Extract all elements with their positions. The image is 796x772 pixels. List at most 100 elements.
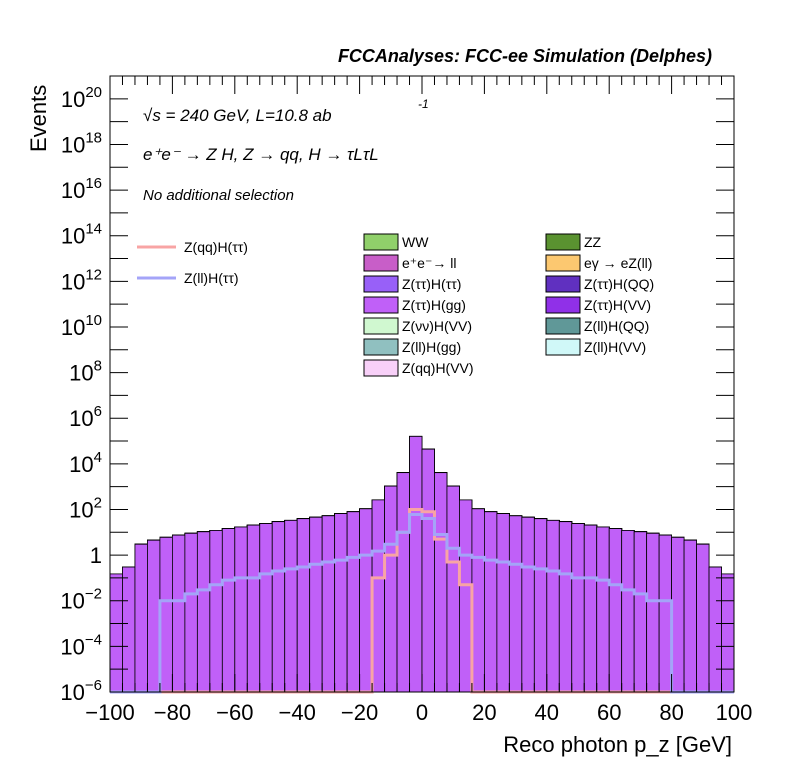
bar-z-h-gg [196, 531, 211, 693]
bar-z-h-gg [546, 519, 560, 693]
bar-z-h-gg [571, 523, 585, 693]
bar-z-h-gg [209, 530, 223, 693]
bar-z-h-gg [371, 499, 385, 693]
bar-z-h-gg [671, 536, 685, 693]
bar-z-h-gg [421, 448, 435, 693]
bar-z-h-gg [296, 518, 311, 693]
bar-z-h-gg [434, 472, 448, 693]
bar-z-h-gg [521, 516, 535, 693]
bar-z-h-gg [721, 573, 735, 693]
bar-z-h-gg [396, 472, 410, 693]
selection-label: No additional selection [143, 187, 294, 204]
bar-z-h-gg [558, 521, 573, 693]
bar-z-h-gg [134, 543, 148, 693]
bar-z-h-gg [284, 519, 298, 693]
bar-z-h-gg [184, 532, 198, 693]
bar-z-h-gg [459, 499, 473, 693]
legend-swatch-background [363, 254, 399, 272]
legend-label-background: Z(ll)H(QQ) [584, 318, 649, 334]
bar-z-h-gg [633, 531, 648, 693]
bar-z-h-gg [234, 526, 248, 693]
legend-swatch-background [363, 359, 399, 377]
bar-z-h-gg [171, 534, 186, 693]
bar-z-h-gg [646, 532, 660, 693]
bar-z-h-gg [384, 485, 398, 693]
y-tick-label: 104 [69, 449, 102, 477]
legend-swatch-background [363, 233, 399, 251]
y-tick-label: 10−4 [60, 631, 102, 659]
legend-swatch-background [545, 254, 581, 272]
bar-z-h-gg [596, 526, 610, 693]
bar-z-h-gg [683, 539, 697, 693]
bar-z-h-gg [708, 566, 722, 693]
legend-swatch-background [545, 233, 581, 251]
bar-z-h-gg [496, 513, 510, 693]
legend-label-background: Z(νν)H(VV) [402, 318, 472, 334]
y-tick-label: 108 [69, 358, 102, 386]
y-tick-label: 1020 [61, 84, 102, 112]
x-tick-label: 100 [716, 700, 753, 725]
bar-z-h-gg [533, 518, 548, 693]
y-tick-label: 102 [69, 494, 102, 522]
bar-z-h-gg [508, 515, 523, 693]
legend-label-background: WW [402, 234, 429, 250]
process-label: e⁺e⁻ → Z H, Z → qq, H → τLτL [143, 145, 379, 164]
legend-swatch-background [545, 317, 581, 335]
bar-z-h-gg [271, 521, 286, 693]
bar-z-h-gg [359, 508, 373, 693]
stacked-histograms [109, 435, 735, 693]
y-axis-ticks: 10−6 10−4 10−2 1 102 104 106 108 1010 1012 1014 101… [60, 75, 734, 705]
bar-z-h-gg [621, 530, 635, 693]
bar-z-h-gg [109, 573, 123, 693]
x-tick-label: 80 [659, 700, 683, 725]
x-tick-label: −80 [154, 700, 191, 725]
legend-swatch-background [545, 338, 581, 356]
bar-z-h-gg [159, 536, 173, 693]
x-tick-label: 40 [535, 700, 559, 725]
legend-label-background: Z(qq)H(VV) [402, 360, 474, 376]
y-axis-title: Events [26, 85, 51, 152]
x-tick-label: −60 [216, 700, 253, 725]
legend-label-signal: Z(qq)H(ττ) [184, 239, 248, 255]
y-tick-label: 106 [69, 403, 102, 431]
legend-label-signal: Z(ll)H(ττ) [184, 270, 239, 286]
legend-swatch-background [545, 296, 581, 314]
bar-z-h-gg [221, 528, 236, 693]
bar-z-h-gg [608, 528, 623, 693]
chart-header: FCCAnalyses: FCC-ee Simulation (Delphes) [338, 46, 712, 66]
bar-z-h-gg [409, 435, 423, 693]
legend-label-background: eγ → eZ(ll) [584, 255, 652, 271]
legend-swatch-background [363, 296, 399, 314]
legend-label-background: Z(ττ)H(VV) [584, 297, 651, 313]
y-tick-label: 10−6 [60, 677, 102, 705]
signal-line-2 [110, 513, 734, 694]
bar-z-h-gg [658, 534, 672, 693]
y-tick-label: 1018 [61, 129, 102, 157]
x-tick-label: −20 [341, 700, 378, 725]
legend-label-background: ZZ [584, 234, 602, 250]
x-tick-label: −40 [279, 700, 316, 725]
bar-z-h-gg [309, 516, 323, 693]
y-tick-label: 1012 [61, 266, 102, 294]
y-tick-label: 1010 [61, 312, 102, 340]
bar-z-h-gg [483, 511, 498, 693]
y-tick-label: 1014 [61, 221, 102, 249]
bar-z-h-gg [321, 515, 336, 693]
bar-z-h-gg [471, 508, 485, 693]
legend-label-background: Z(ττ)H(QQ) [584, 276, 654, 292]
legend-label-background: e⁺e⁻→ ll [402, 255, 456, 271]
bar-z-h-gg [446, 485, 460, 693]
x-tick-label: 20 [472, 700, 496, 725]
legend-swatch-background [363, 317, 399, 335]
legend: Z(qq)H(ττ) Z(ll)H(ττ) WW ZZ e⁺e⁻→ ll eγ → eZ(… [137, 233, 654, 377]
y-tick-label: 1 [90, 543, 102, 568]
legend-label-background: Z(ll)H(gg) [402, 339, 461, 355]
legend-label-background: Z(ττ)H(ττ) [402, 276, 461, 292]
x-tick-label: 60 [597, 700, 621, 725]
legend-label-background: Z(ll)H(VV) [584, 339, 646, 355]
x-axis-ticks: −100 −80 −60 −40 −20 0 20 40 60 80 100 [85, 76, 752, 725]
bar-z-h-gg [147, 539, 161, 693]
energy-label-exponent: -1 [418, 97, 429, 111]
bar-z-h-gg [122, 566, 136, 693]
